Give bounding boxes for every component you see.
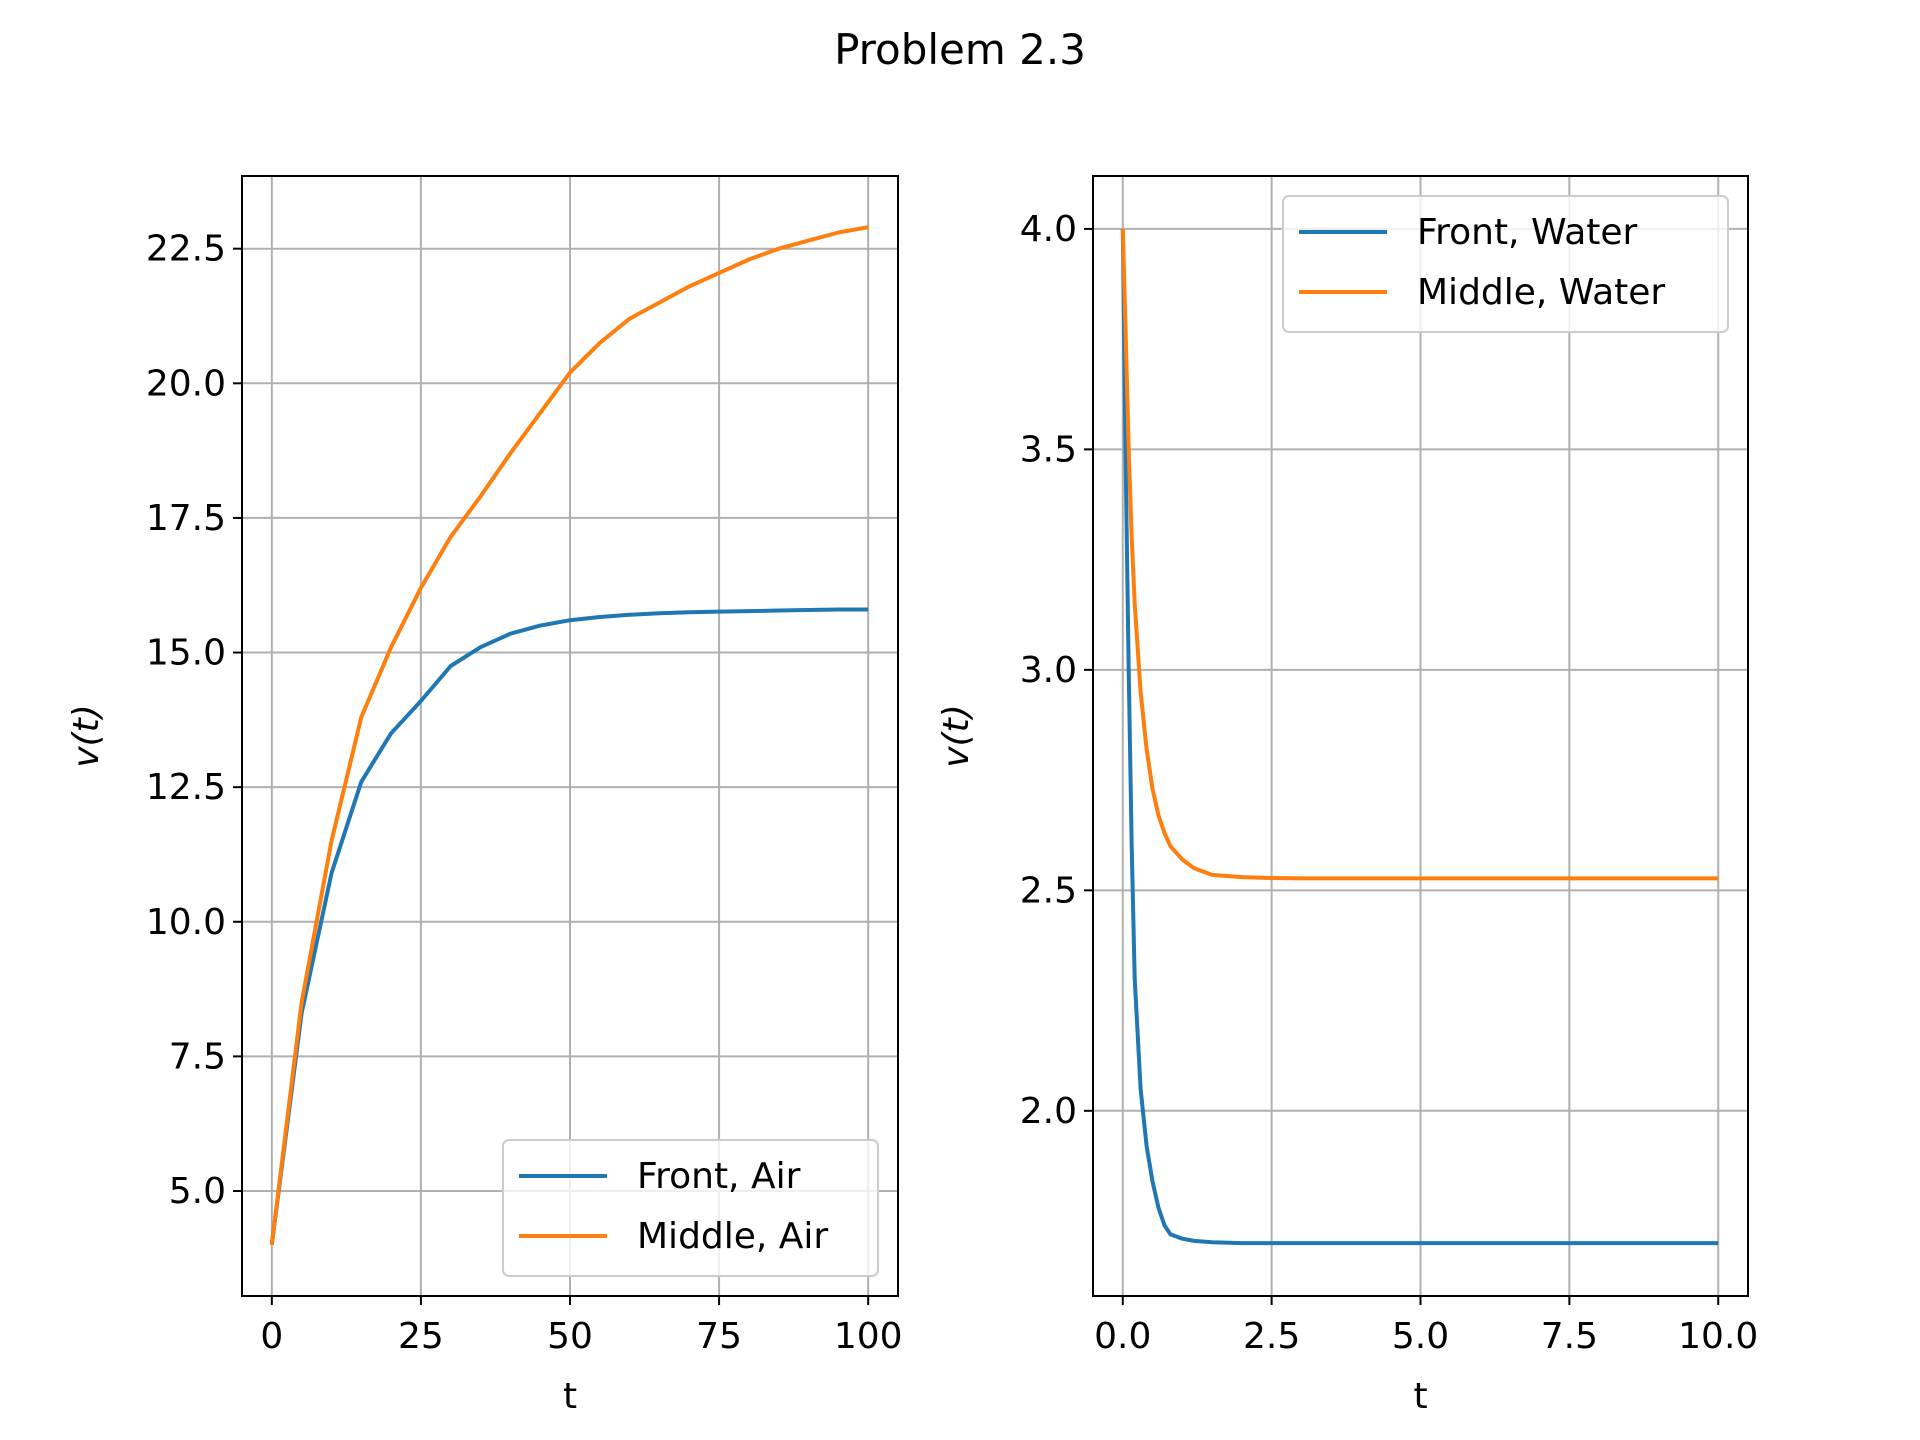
- x-tick-label: 0.0: [1094, 1316, 1151, 1357]
- figure-title: Problem 2.3: [834, 25, 1086, 74]
- x-tick-label: 0: [260, 1316, 283, 1357]
- right-subplot: 0.0 2.5 5.0 7.5 10.0 2.0 2.5 3.0 3.5 4.0 t v(t) Fron…: [936, 175, 1758, 1417]
- legend-label: Front, Air: [637, 1156, 801, 1197]
- series-line-front: [269, 607, 869, 1246]
- y-tick-label: 15.0: [146, 633, 226, 674]
- legend-label: Front, Water: [1417, 212, 1638, 253]
- y-tick-label: 20.0: [146, 363, 226, 404]
- y-tick-label: 2.5: [1020, 870, 1077, 911]
- y-tick-label: 2.0: [1020, 1091, 1077, 1132]
- x-tick-label: 2.5: [1243, 1316, 1300, 1357]
- x-tick-label: 5.0: [1392, 1316, 1449, 1357]
- x-tick-label: 10.0: [1678, 1316, 1758, 1357]
- y-tick-label: 10.0: [146, 902, 226, 943]
- x-tick-label: 100: [834, 1316, 903, 1357]
- x-axis-label: t: [563, 1376, 577, 1417]
- legend: Front, Air Middle, Air: [502, 1139, 879, 1277]
- y-tick-label: 17.5: [146, 498, 226, 539]
- y-tick-label: 3.5: [1020, 429, 1077, 470]
- x-axis-label: t: [1413, 1376, 1427, 1417]
- legend-label: Middle, Air: [637, 1216, 828, 1257]
- series-line-middle: [269, 225, 869, 1246]
- series-lines: [269, 225, 869, 1246]
- legend-label: Middle, Water: [1417, 272, 1665, 313]
- y-tick-label: 3.0: [1020, 650, 1077, 691]
- y-axis-label: v(t): [936, 704, 977, 768]
- y-tick-label: 12.5: [146, 767, 226, 808]
- legend: Front, Water Middle, Water: [1282, 195, 1729, 333]
- x-tick-label: 75: [696, 1316, 742, 1357]
- left-subplot: 0 25 50 75 100 5.0 7.5 10.0 12.5 15.0 17.5 20.0 22.5…: [66, 175, 903, 1417]
- y-tick-label: 5.0: [169, 1171, 226, 1212]
- y-tick-label: 7.5: [169, 1036, 226, 1077]
- series-line-front: [1120, 228, 1719, 1246]
- y-axis-label: v(t): [66, 704, 107, 768]
- y-tick-label: 22.5: [146, 229, 226, 270]
- legend-box: [1282, 195, 1729, 333]
- series-line-middle: [1120, 228, 1719, 881]
- x-tick-label: 7.5: [1541, 1316, 1598, 1357]
- x-tick-label: 50: [547, 1316, 593, 1357]
- y-tick-label: 4.0: [1020, 209, 1077, 250]
- grid: [242, 176, 898, 1296]
- series-lines: [1120, 228, 1719, 1246]
- x-tick-label: 25: [398, 1316, 444, 1357]
